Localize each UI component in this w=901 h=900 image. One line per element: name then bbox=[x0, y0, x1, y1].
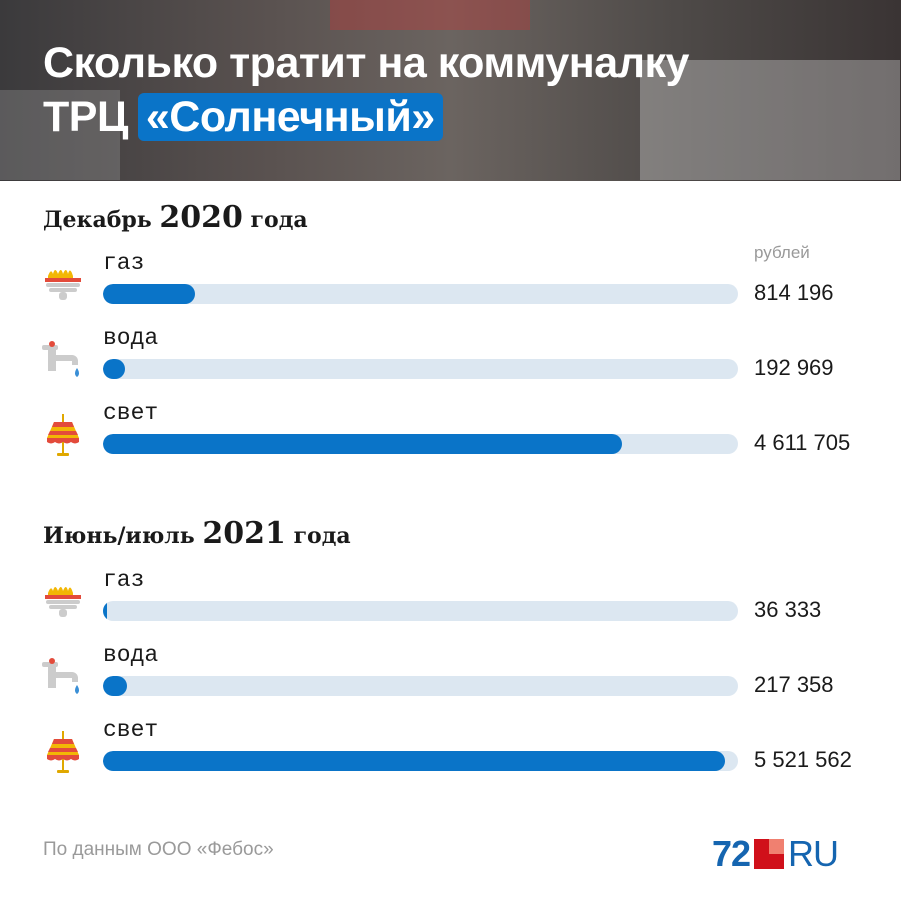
section-title-suffix: года bbox=[250, 207, 308, 233]
section-title-suffix: года bbox=[293, 523, 351, 549]
bar-row: вода 192 969 bbox=[0, 325, 901, 403]
section-title-prefix: Декабрь bbox=[43, 207, 152, 233]
source-note: По данным ООО «Фебос» bbox=[43, 839, 274, 860]
bar bbox=[103, 284, 195, 304]
bar-track bbox=[103, 751, 738, 771]
bar-value: 192 969 bbox=[754, 355, 834, 380]
bar-track bbox=[103, 434, 738, 454]
bar-label: свет bbox=[103, 400, 159, 426]
bar-row: свет 4 611 705 bbox=[0, 400, 901, 478]
bar-row: газ 814 196 bbox=[0, 250, 901, 328]
header-banner: Сколько тратит на коммуналку ТРЦ «Солнечн… bbox=[0, 0, 901, 181]
bar bbox=[103, 434, 623, 454]
logo: 72 RU bbox=[712, 833, 839, 875]
gas-burner-icon bbox=[40, 579, 86, 625]
bar-track bbox=[103, 601, 738, 621]
bar-value: 814 196 bbox=[754, 280, 834, 305]
section-title-prefix: Июнь/июль bbox=[43, 523, 195, 549]
section-title: Июнь/июль 2021 года bbox=[43, 516, 351, 551]
bar-label: вода bbox=[103, 325, 159, 351]
bar-track bbox=[103, 284, 738, 304]
bar-label: газ bbox=[103, 250, 145, 276]
gas-burner-icon bbox=[40, 262, 86, 308]
bar-label: свет bbox=[103, 717, 159, 743]
section-title: Декабрь 2020 года bbox=[43, 200, 308, 235]
lamp-icon bbox=[40, 729, 86, 775]
bar bbox=[103, 676, 128, 696]
title-prefix: ТРЦ bbox=[43, 93, 128, 141]
logo-number: 72 bbox=[712, 833, 751, 874]
logo-ru: RU bbox=[788, 833, 839, 874]
title-highlight: «Солнечный» bbox=[137, 93, 443, 141]
water-tap-icon bbox=[40, 337, 86, 383]
bar bbox=[103, 359, 125, 379]
bar-track bbox=[103, 359, 738, 379]
lamp-icon bbox=[40, 412, 86, 458]
bar bbox=[103, 751, 725, 771]
unit-label: рублей bbox=[754, 243, 810, 262]
bar bbox=[103, 601, 108, 621]
bar-row: свет 5 521 562 bbox=[0, 717, 901, 795]
bar-label: газ bbox=[103, 567, 145, 593]
water-tap-icon bbox=[40, 654, 86, 700]
logo-square-icon bbox=[754, 839, 785, 869]
bar-row: вода 217 358 bbox=[0, 642, 901, 720]
section-title-year: 2021 bbox=[202, 516, 286, 551]
title-line1: Сколько тратит на коммуналку bbox=[43, 39, 689, 87]
bar-label: вода bbox=[103, 642, 159, 668]
bar-row: газ 36 333 bbox=[0, 567, 901, 645]
bar-value: 217 358 bbox=[754, 672, 834, 697]
bar-value: 4 611 705 bbox=[754, 430, 851, 455]
bar-track bbox=[103, 676, 738, 696]
bar-value: 36 333 bbox=[754, 597, 822, 622]
bar-value: 5 521 562 bbox=[754, 747, 852, 772]
section-title-year: 2020 bbox=[159, 200, 243, 235]
page-title: Сколько тратит на коммуналку ТРЦ «Солнечн… bbox=[43, 36, 689, 144]
